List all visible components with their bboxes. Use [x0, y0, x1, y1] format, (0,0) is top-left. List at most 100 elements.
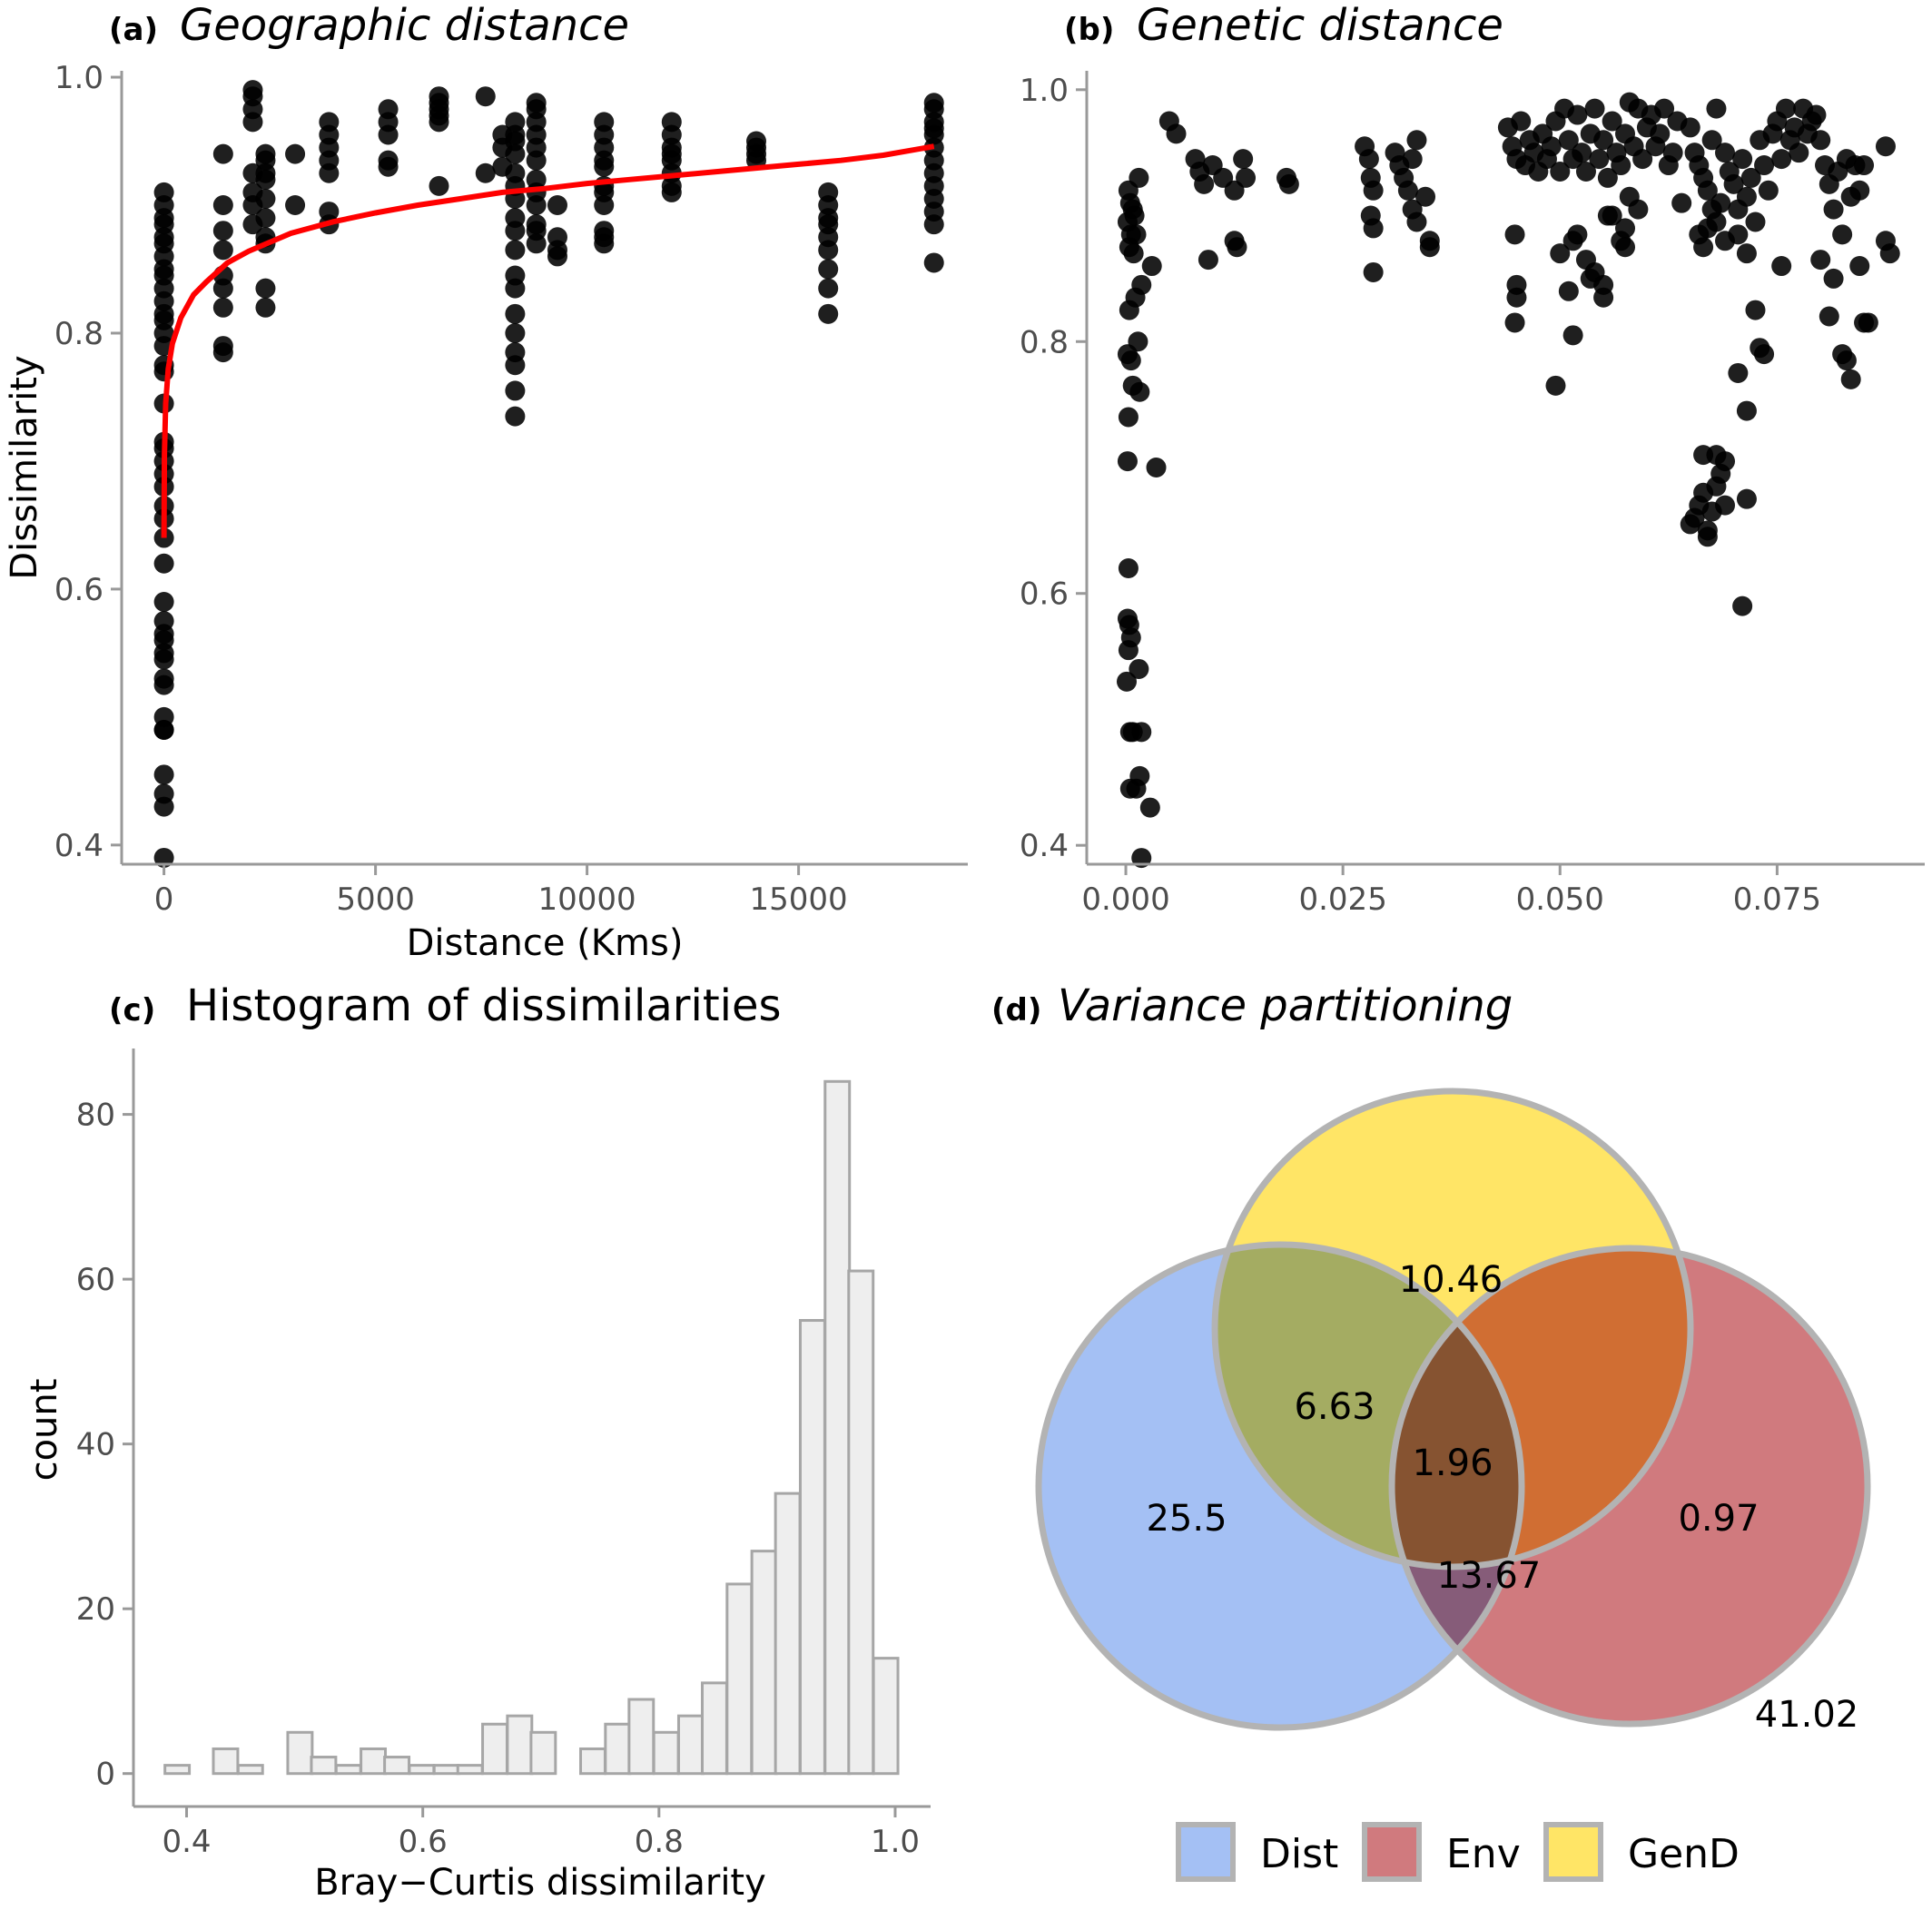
panel-b-point	[1819, 306, 1839, 327]
panel-c-tag: (c)	[109, 992, 155, 1029]
panel-b-point	[1593, 130, 1614, 151]
panel-a-point	[212, 221, 233, 241]
panel-b-point	[1419, 237, 1440, 258]
panel-b-point	[1541, 136, 1562, 157]
venn-value-dist-gend: 6.63	[1294, 1386, 1375, 1428]
panel-a-y-tick-label: 1.0	[54, 60, 104, 96]
panel-b-point	[1511, 111, 1532, 132]
panel-c-bar	[604, 1722, 632, 1776]
panel-c-bar	[286, 1730, 314, 1776]
panel-b-point	[1402, 149, 1423, 170]
panel-b-x-tick-label: 0.075	[1733, 881, 1821, 918]
panel-b-point	[1593, 287, 1614, 308]
panel-b-point	[1129, 381, 1150, 402]
panel-a-points	[153, 80, 944, 868]
panel-c-y-tick-label: 60	[76, 1262, 115, 1298]
panel-b-point	[1236, 167, 1257, 188]
panel-b-point	[1589, 149, 1610, 170]
panel-a-point	[505, 303, 526, 324]
panel-c-bar	[725, 1582, 754, 1776]
panel-c-y-tick-label: 20	[76, 1591, 115, 1628]
panel-b-point	[1129, 765, 1150, 786]
venn-outline-gend	[1211, 1088, 1694, 1570]
panel-b-point	[1732, 149, 1753, 170]
panel-a-x-label: Distance (Kms)	[407, 922, 684, 964]
panel-b-point	[1775, 98, 1796, 119]
panel-a-point	[255, 278, 276, 299]
panel-a-point	[818, 278, 839, 299]
panel-b-point	[1736, 400, 1757, 421]
venn-diagram: 10.46 6.63 1.96 25.5 0.97 13.67 41.02	[1035, 1088, 1871, 1736]
panel-a-ticks: 0 5000 10000 15000 0.4 0.6 0.8 1.0	[54, 60, 848, 918]
panel-b-point	[1123, 243, 1144, 264]
panel-a-point	[153, 182, 174, 202]
panel-b-point	[1562, 325, 1583, 346]
panel-b-point	[1732, 596, 1753, 616]
venn-legend: Dist Env GenD	[1176, 1822, 1740, 1882]
panel-a-point	[475, 86, 496, 107]
panel-a-x-tick-label: 15000	[750, 881, 848, 918]
panel-c-bar	[383, 1756, 411, 1776]
panel-b-ticks: 0.000 0.025 0.050 0.075 0.4 0.6 0.8 1.0	[1020, 73, 1821, 918]
panel-c-y-tick-label: 40	[76, 1427, 115, 1463]
panel-a-point	[594, 221, 615, 241]
panel-c-bar	[506, 1714, 534, 1776]
panel-b-point	[1810, 130, 1831, 151]
panel-b-point	[1602, 111, 1622, 132]
panel-d-title: Variance partitioning	[1058, 980, 1513, 1031]
panel-b-point	[1789, 143, 1809, 163]
panel-a-point	[153, 706, 174, 727]
panel-a-point	[661, 112, 682, 133]
panel-c-ticks: 0.4 0.6 0.8 1.0 0 20 40 60 80	[76, 1098, 920, 1860]
panel-a-point	[153, 764, 174, 785]
panel-c-bar	[627, 1698, 656, 1776]
panel-a-point	[526, 169, 547, 190]
panel-b-point	[1575, 161, 1596, 182]
panel-a-x-tick-label: 10000	[538, 881, 636, 918]
panel-a-point	[378, 150, 399, 171]
panel-a-point	[923, 252, 944, 273]
panel-a-point	[212, 336, 233, 357]
panel-b-point	[1693, 445, 1714, 466]
legend-swatch-env	[1362, 1822, 1422, 1882]
panel-c-bar	[456, 1764, 484, 1776]
panel-a-point	[429, 86, 449, 107]
panel-c-title: Histogram of dissimilarities	[186, 980, 782, 1031]
panel-a-point	[505, 265, 526, 286]
panel-b-point	[1745, 212, 1766, 232]
venn-value-gend-only: 10.46	[1399, 1259, 1503, 1301]
panel-b-y-tick-label: 0.8	[1020, 324, 1069, 360]
panel-b-point	[1611, 155, 1631, 176]
panel-b-point	[1118, 640, 1138, 661]
panel-b-point	[1278, 173, 1299, 194]
panel-b-point	[1723, 173, 1744, 194]
panel-b-point	[1550, 161, 1571, 182]
panel-a-fit-line	[161, 143, 935, 538]
panel-c-bar	[408, 1764, 436, 1776]
panel-b-point	[1840, 369, 1861, 389]
panel-b-point	[1506, 287, 1527, 308]
panel-a-point	[505, 322, 526, 343]
panel-b-point	[1715, 143, 1736, 163]
panel-b-point	[1771, 149, 1792, 170]
panel-b-point	[1879, 243, 1900, 264]
panel-c-bar	[579, 1747, 606, 1776]
panel-b-y-tick-label: 1.0	[1020, 73, 1069, 109]
panel-a-point	[153, 783, 174, 804]
legend-label-gend: GenD	[1628, 1831, 1740, 1877]
panel-a: (a) Geographic distance 0 5000 10000 150000…	[4, 0, 968, 964]
panel-b-point	[1363, 180, 1384, 201]
legend-swatch-dist	[1176, 1822, 1236, 1882]
panel-a-point	[547, 227, 567, 248]
panel-a-point	[505, 162, 526, 183]
panel-c-bar	[432, 1764, 460, 1776]
legend-swatch-gend	[1543, 1822, 1603, 1882]
panel-c-x-tick-label: 0.6	[399, 1824, 448, 1860]
panel-a-point	[242, 80, 263, 101]
panel-c-bar	[163, 1764, 192, 1776]
panel-b-point	[1736, 488, 1757, 509]
panel-b-point	[1558, 281, 1579, 301]
panel-c-bar	[847, 1269, 875, 1776]
panel-b-x-tick-label: 0.025	[1298, 881, 1386, 918]
